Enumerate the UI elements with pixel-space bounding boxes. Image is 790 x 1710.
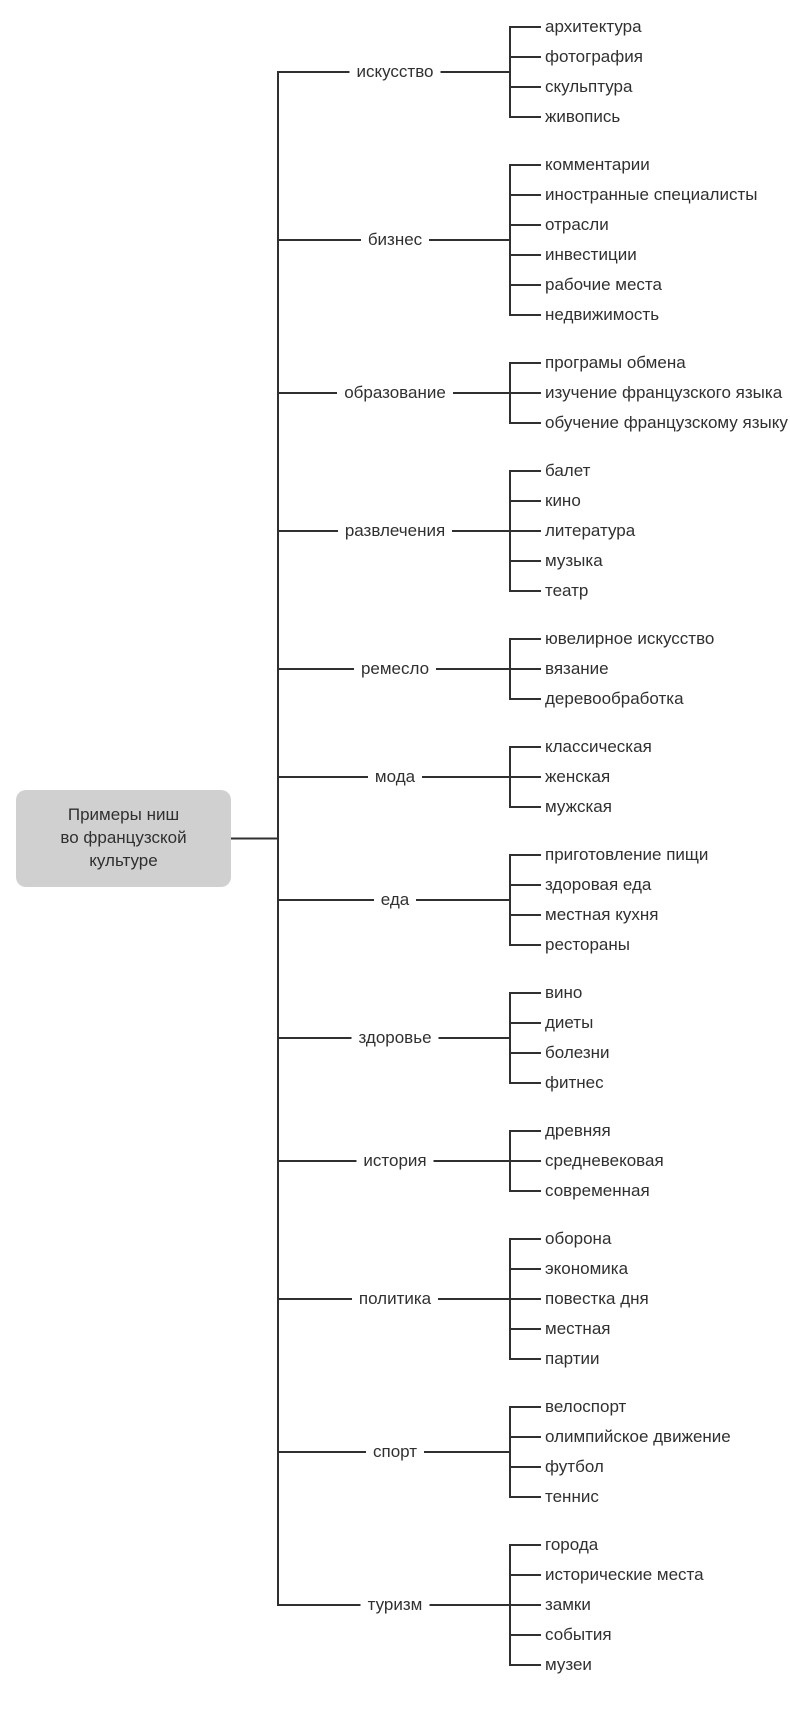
leaf-label: литература (545, 521, 635, 541)
leaf-label: обучение французскому языку (545, 413, 788, 433)
leaf-label: фитнес (545, 1073, 604, 1093)
leaf-label: замки (545, 1595, 591, 1615)
leaf-label: музеи (545, 1655, 592, 1675)
leaf-label: велоспорт (545, 1397, 626, 1417)
leaf-label: отрасли (545, 215, 609, 235)
leaf-label: партии (545, 1349, 600, 1369)
leaf-label: архитектура (545, 17, 642, 37)
leaf-label: современная (545, 1181, 650, 1201)
leaf-label: деревообработка (545, 689, 684, 709)
category-label: спорт (373, 1442, 417, 1462)
category-label: образование (344, 383, 446, 403)
category-label: туризм (368, 1595, 423, 1615)
leaf-label: местная (545, 1319, 610, 1339)
category-label: искусство (356, 62, 433, 82)
leaf-label: иностранные специалисты (545, 185, 757, 205)
leaf-label: оборона (545, 1229, 611, 1249)
leaf-label: инвестиции (545, 245, 637, 265)
leaf-label: изучение французского языка (545, 383, 782, 403)
category-label: политика (359, 1289, 431, 1309)
leaf-label: музыка (545, 551, 603, 571)
leaf-label: живопись (545, 107, 620, 127)
leaf-label: здоровая еда (545, 875, 651, 895)
leaf-label: приготовление пищи (545, 845, 708, 865)
category-label: мода (375, 767, 415, 787)
leaf-label: недвижимость (545, 305, 659, 325)
leaf-label: классическая (545, 737, 652, 757)
leaf-label: женская (545, 767, 610, 787)
category-label: еда (381, 890, 409, 910)
leaf-label: мужская (545, 797, 612, 817)
leaf-label: экономика (545, 1259, 628, 1279)
leaf-label: театр (545, 581, 588, 601)
leaf-label: вино (545, 983, 582, 1003)
leaf-label: ювелирное искусство (545, 629, 714, 649)
category-label: бизнес (368, 230, 422, 250)
leaf-label: кино (545, 491, 581, 511)
leaf-label: футбол (545, 1457, 604, 1477)
category-label: развлечения (345, 521, 445, 541)
leaf-label: события (545, 1625, 612, 1645)
leaf-label: комментарии (545, 155, 650, 175)
root-label-line: Примеры ниш (32, 804, 215, 827)
leaf-label: местная кухня (545, 905, 658, 925)
leaf-label: древняя (545, 1121, 611, 1141)
leaf-label: рестораны (545, 935, 630, 955)
leaf-label: балет (545, 461, 590, 481)
leaf-label: вязание (545, 659, 609, 679)
leaf-label: теннис (545, 1487, 599, 1507)
leaf-label: средневековая (545, 1151, 664, 1171)
category-label: история (363, 1151, 426, 1171)
root-label-line: во французской культуре (32, 827, 215, 873)
leaf-label: диеты (545, 1013, 593, 1033)
leaf-label: програмы обмена (545, 353, 686, 373)
leaf-label: болезни (545, 1043, 610, 1063)
category-label: ремесло (361, 659, 429, 679)
leaf-label: фотография (545, 47, 643, 67)
leaf-label: олимпийское движение (545, 1427, 731, 1447)
root-node: Примеры нишво французской культуре (16, 790, 231, 887)
leaf-label: города (545, 1535, 598, 1555)
leaf-label: повестка дня (545, 1289, 649, 1309)
leaf-label: исторические места (545, 1565, 704, 1585)
leaf-label: скульптура (545, 77, 632, 97)
leaf-label: рабочие места (545, 275, 662, 295)
tree-diagram: Примеры нишво французской культуре искусс… (0, 0, 790, 1710)
category-label: здоровье (358, 1028, 431, 1048)
